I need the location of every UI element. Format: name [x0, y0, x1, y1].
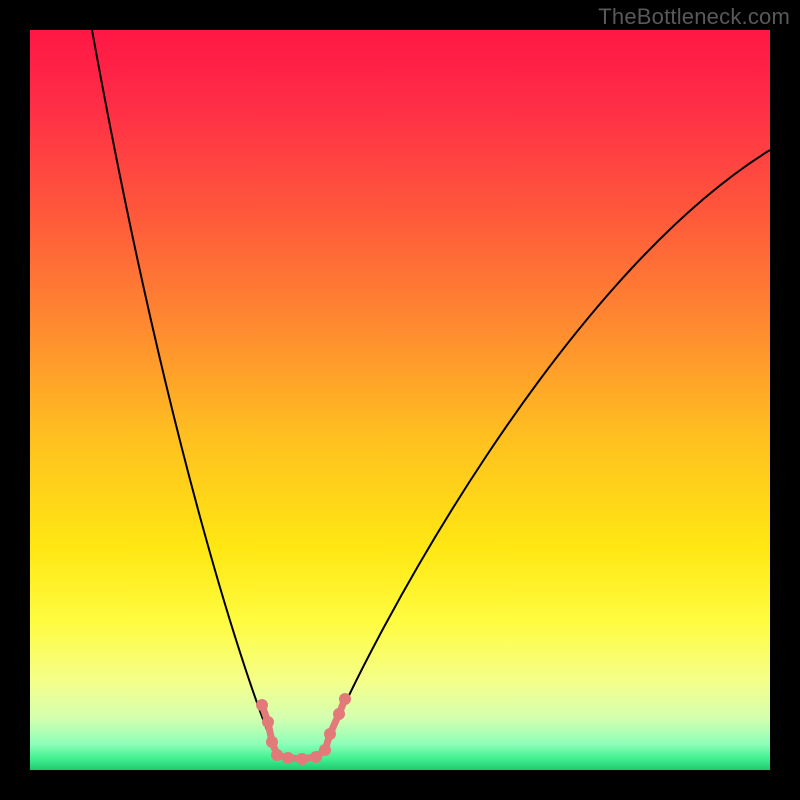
chain-dot — [296, 753, 308, 765]
chart-frame: TheBottleneck.com — [0, 0, 800, 800]
chain-dot — [319, 744, 331, 756]
chain-dot — [282, 752, 294, 764]
chain-dot — [333, 708, 345, 720]
chain-dot — [339, 693, 351, 705]
plot-svg — [30, 30, 770, 770]
watermark-text: TheBottleneck.com — [598, 4, 790, 30]
chain-dot — [266, 736, 278, 748]
chain-dot — [262, 716, 274, 728]
gradient-background — [30, 30, 770, 770]
chain-dot — [324, 728, 336, 740]
chain-dot — [256, 699, 268, 711]
chain-dot — [271, 749, 283, 761]
plot-area — [30, 30, 770, 770]
